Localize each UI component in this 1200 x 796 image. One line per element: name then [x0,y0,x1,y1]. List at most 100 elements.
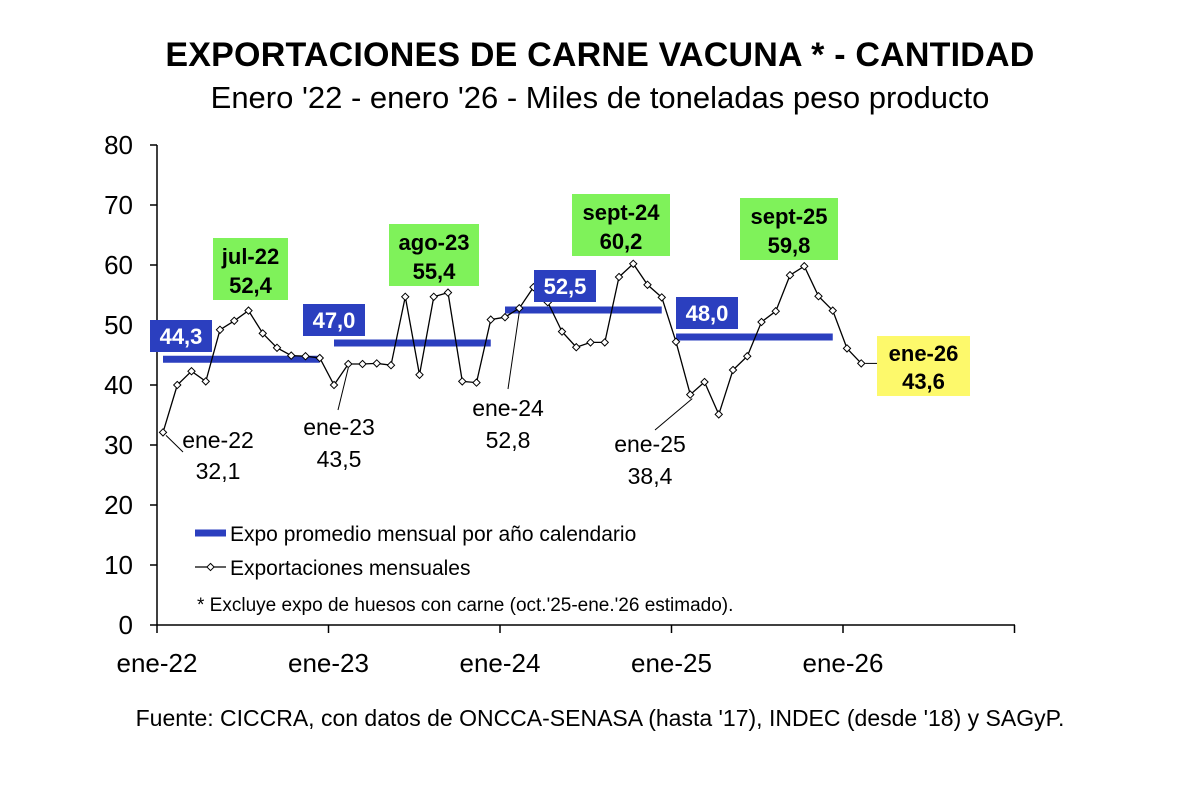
monthly-marker [172,380,182,390]
y-tick-label: 20 [104,490,133,520]
monthly-marker [685,390,695,399]
monthly-marker [258,329,268,338]
y-tick-label: 80 [104,130,133,160]
average-lines [163,306,833,363]
annotation-value: 43,5 [317,446,362,472]
y-tick-label: 0 [119,610,133,640]
monthly-marker [600,338,610,347]
monthly-marker [714,410,724,419]
footnote: * Excluye expo de huesos con carne (oct.… [197,595,733,616]
monthly-marker [229,316,239,326]
latest-label-box [877,336,970,396]
y-tick-label: 70 [104,190,133,220]
monthly-marker [700,377,709,387]
avg-label-box [303,304,365,336]
annotation-leader [654,398,693,431]
monthly-marker [187,366,196,376]
axes: 0 10 20 30 40 50 60 70 80 ene-22 ene-23 ene-24 ene-2… [104,130,1016,678]
monthly-marker [457,377,467,386]
annotation-value: 32,1 [196,458,241,484]
x-tick-label: ene-23 [288,648,369,678]
annotation-value: 38,4 [628,463,673,489]
peak-label-name: sept-25 [750,204,827,229]
peak-label-name: sept-24 [582,200,660,225]
monthly-marker [814,291,823,301]
y-tick-label: 50 [104,310,133,340]
x-tick-label: ene-25 [631,648,712,678]
monthly-marker [443,288,453,297]
monthly-marker [343,359,353,369]
x-tick-label: ene-24 [460,648,541,678]
peak-label-name: jul-22 [221,244,279,269]
annotation-leader [337,367,349,411]
peak-label-box [213,238,288,300]
monthly-marker [415,370,424,380]
monthly-marker [657,293,667,302]
peak-label-name: ago-23 [399,230,470,255]
monthly-marker [400,292,410,302]
peak-label-box [389,224,479,286]
monthly-marker [671,337,681,347]
annotation-name: ene-22 [182,427,254,453]
monthly-marker [201,377,211,386]
monthly-marker [301,351,310,361]
monthly-marker [586,338,595,347]
annotation-leader [507,312,520,390]
legend: Expo promedio mensual por año calendario… [195,523,733,616]
monthly-marker [386,360,396,370]
monthly-marker [429,292,439,302]
peak-label-value: 59,8 [768,233,811,258]
monthly-marker [557,327,567,336]
monthly-marker [486,315,496,324]
monthly-marker [315,353,325,363]
monthly-marker [158,428,168,437]
y-tick-label: 10 [104,550,133,580]
monthly-marker [514,303,524,313]
monthly-marker [500,312,510,322]
monthly-marker [272,343,282,353]
monthly-marker [842,344,852,353]
monthly-marker [372,359,382,368]
callout-leaders [165,312,877,453]
peak-label-value: 52,4 [229,273,273,298]
avg-label-box [150,320,212,352]
peak-label-value: 60,2 [600,229,643,254]
monthly-marker [286,351,296,360]
monthly-marker [643,280,652,290]
avg-label-value: 47,0 [313,308,356,333]
monthly-marker [358,359,367,369]
labels: 44,3 47,0 52,5 48,0 jul-22 52,4 ago-23 55,4 sept… [150,194,970,489]
annotation-leader [165,435,184,453]
monthly-marker [329,380,339,390]
peak-label-box [572,194,670,256]
y-tick-label: 40 [104,370,133,400]
monthly-marker [728,365,738,375]
y-tick-label: 30 [104,430,133,460]
x-tick-label: ene-26 [803,648,884,678]
monthly-marker [856,359,866,368]
monthly-marker [828,306,838,315]
monthly-marker [799,261,809,271]
chart-title: EXPORTACIONES DE CARNE VACUNA * - CANTID… [165,36,1035,74]
annotation-value: 52,8 [486,427,531,453]
latest-label-value: 43,6 [902,369,945,394]
monthly-marker [244,306,253,315]
annotation-name: ene-25 [614,431,686,457]
monthly-marker [771,306,781,316]
avg-label-value: 44,3 [160,324,203,349]
annotation-name: ene-23 [303,414,375,440]
monthly-marker [742,351,752,361]
monthly-marker [472,378,481,387]
latest-label-name: ene-26 [889,341,959,366]
legend-monthly-marker [206,562,215,572]
legend-monthly-label: Exportaciones mensuales [230,557,470,580]
annotation-name: ene-24 [472,395,544,421]
avg-label-box [676,297,738,329]
avg-label-box [534,270,596,302]
avg-label-value: 52,5 [544,274,587,299]
peak-label-value: 55,4 [413,259,457,284]
monthly-marker [215,325,225,335]
monthly-marker [785,270,795,280]
source-note: Fuente: CICCRA, con datos de ONCCA-SENAS… [135,705,1065,731]
legend-avg-label: Expo promedio mensual por año calendario [230,523,636,546]
